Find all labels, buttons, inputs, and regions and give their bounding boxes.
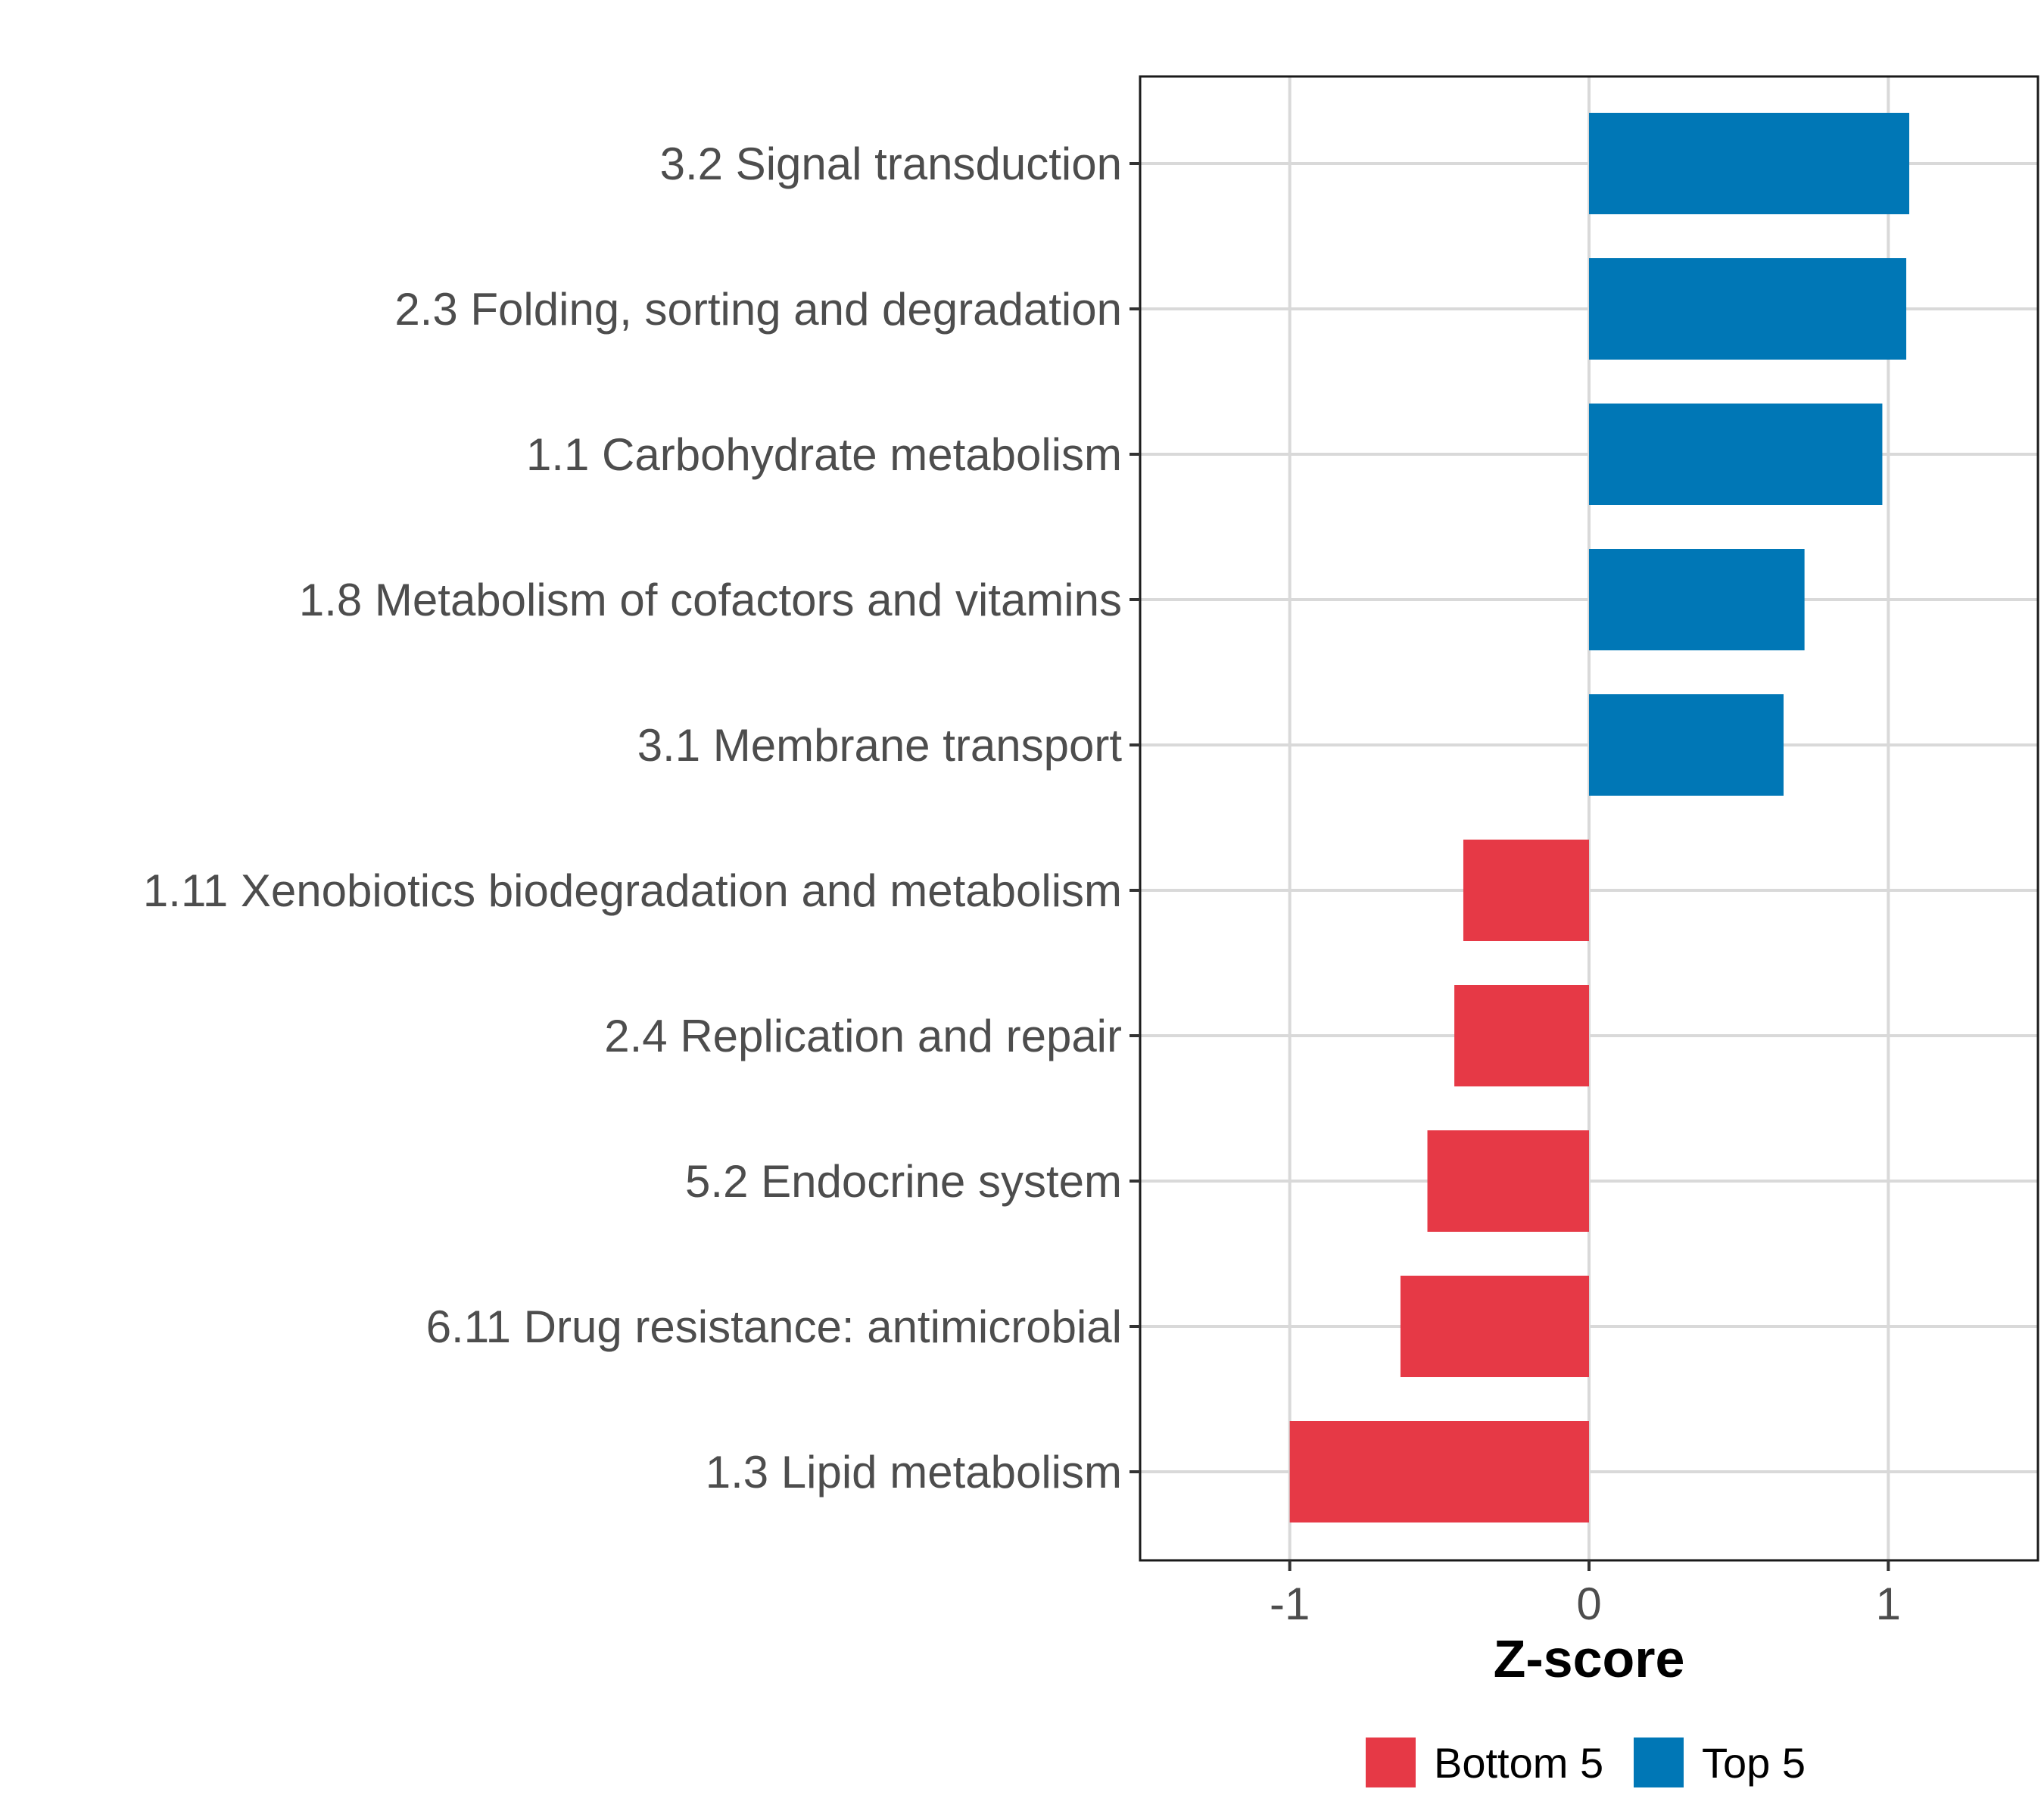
- x-tick-label: -1: [1270, 1579, 1310, 1629]
- category-label: 2.3 Folding, sorting and degradation: [394, 284, 1122, 335]
- bar: [1589, 694, 1784, 796]
- legend-label: Top 5: [1702, 1739, 1806, 1787]
- category-label: 3.1 Membrane transport: [637, 720, 1123, 771]
- bar: [1427, 1130, 1589, 1232]
- legend-swatch: [1634, 1738, 1684, 1787]
- x-axis-title: Z-score: [1494, 1629, 1685, 1688]
- x-tick-label: 1: [1876, 1579, 1901, 1629]
- category-label: 3.2 Signal transduction: [660, 139, 1122, 189]
- bar: [1463, 840, 1589, 941]
- category-label: 1.1 Carbohydrate metabolism: [526, 429, 1122, 480]
- bar: [1589, 113, 1910, 214]
- y-axis: 3.2 Signal transduction 2.3 Folding, sort…: [143, 139, 1140, 1498]
- legend: Bottom 5 Top 5: [1366, 1738, 1806, 1787]
- bar: [1589, 404, 1883, 505]
- x-axis: -1 0 1: [1270, 1560, 1901, 1629]
- bar: [1400, 1276, 1589, 1377]
- category-label: 2.4 Replication and repair: [604, 1011, 1122, 1061]
- category-label: 1.11 Xenobiotics biodegradation and meta…: [143, 865, 1122, 916]
- bar: [1289, 1421, 1589, 1522]
- bar: [1589, 258, 1907, 360]
- category-label: 1.3 Lipid metabolism: [706, 1447, 1122, 1498]
- x-tick-label: 0: [1576, 1579, 1601, 1629]
- legend-label: Bottom 5: [1434, 1739, 1603, 1787]
- bar: [1589, 549, 1805, 650]
- category-label: 1.8 Metabolism of cofactors and vitamins: [299, 575, 1122, 625]
- category-label: 6.11 Drug resistance: antimicrobial: [426, 1301, 1122, 1352]
- bars: [1289, 113, 1910, 1522]
- legend-swatch: [1366, 1738, 1416, 1787]
- bar: [1454, 985, 1589, 1086]
- category-label: 5.2 Endocrine system: [685, 1156, 1122, 1207]
